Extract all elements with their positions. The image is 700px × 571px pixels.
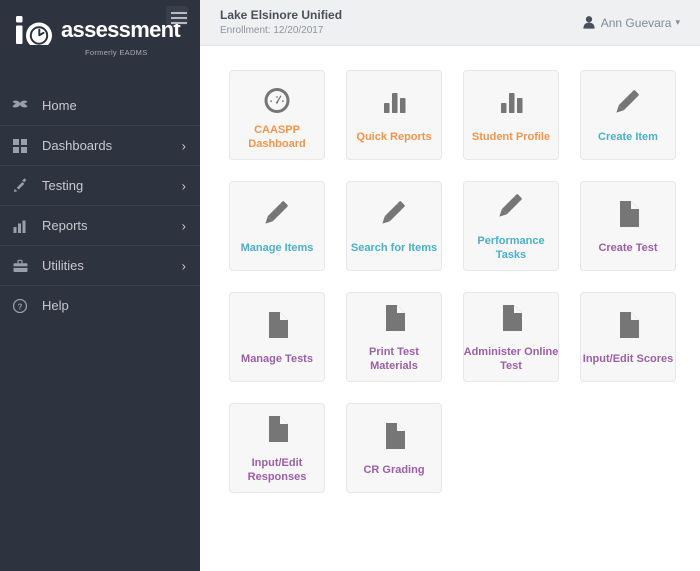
svg-text:?: ? (18, 302, 23, 311)
